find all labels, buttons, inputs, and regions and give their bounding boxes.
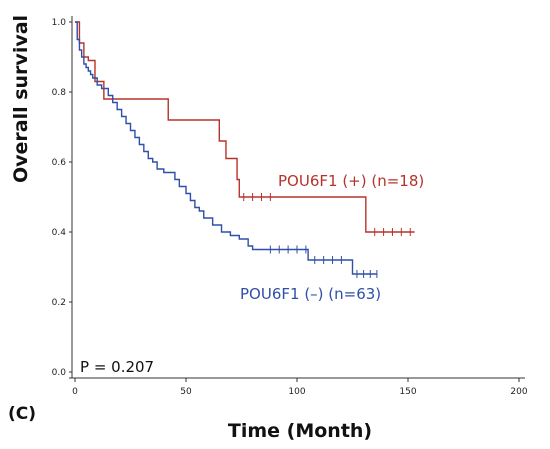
y-tick-label: 0.2 [52, 298, 66, 308]
y-axis-label: Overall survival [10, 15, 32, 183]
series-line-pou6f1-negative [75, 21, 377, 275]
x-tick-label: 200 [510, 387, 527, 397]
x-tick-label: 150 [399, 387, 416, 397]
y-tick-label: 1.0 [52, 18, 67, 28]
series-label-pou6f1-positive: POU6F1 (+) (n=18) [278, 172, 424, 190]
x-tick-label: 100 [288, 387, 305, 397]
y-tick-label: 0.8 [52, 88, 67, 98]
y-tick-label: 0.4 [52, 228, 67, 238]
x-tick-label: 50 [180, 387, 192, 397]
x-axis-label: Time (Month) [228, 420, 372, 442]
series-label-pou6f1-negative: POU6F1 (–) (n=63) [240, 285, 381, 303]
panel-label: (C) [8, 404, 36, 424]
axes: 0.0 0.2 0.4 0.6 0.8 1.0 0 50 100 150 200 [52, 16, 528, 397]
survival-curves [75, 21, 415, 278]
series-line-pou6f1-positive [75, 21, 415, 233]
y-tick-label: 0.0 [52, 368, 67, 378]
x-tick-label: 0 [72, 387, 78, 397]
y-tick-label: 0.6 [52, 158, 67, 168]
p-value-annotation: P = 0.207 [80, 358, 154, 376]
